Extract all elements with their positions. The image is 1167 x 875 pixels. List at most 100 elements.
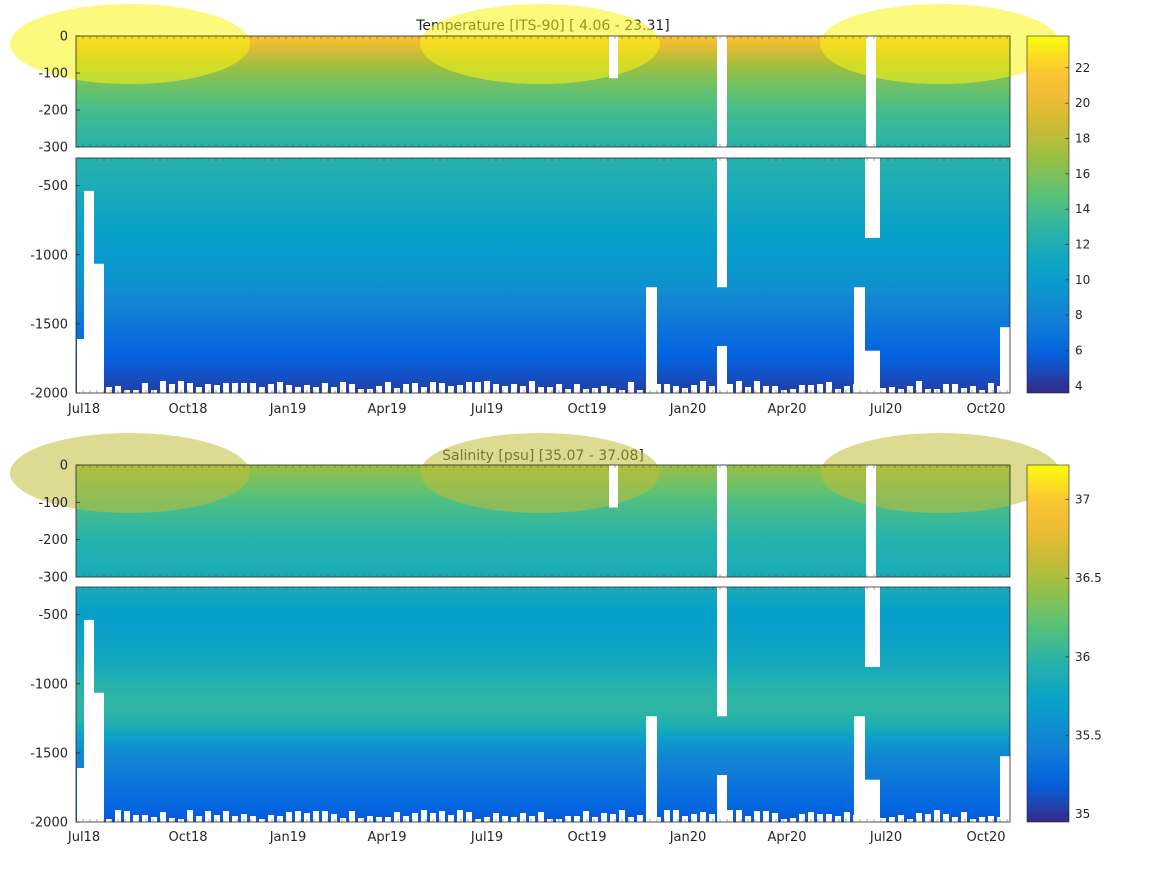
missing-data-cell [547, 819, 553, 822]
missing-data-cell [592, 817, 598, 822]
missing-data-cell [817, 814, 823, 822]
data-gap [84, 190, 94, 393]
missing-data-cell [763, 811, 769, 822]
missing-data-cell [457, 385, 463, 393]
missing-data-cell [151, 390, 157, 393]
missing-data-cell [529, 381, 535, 393]
missing-data-cell [943, 384, 949, 393]
missing-data-cell [898, 389, 904, 393]
missing-data-cell [628, 817, 634, 822]
missing-data-cell [880, 818, 886, 822]
seasonal-surface-maximum [820, 433, 1060, 513]
colorbar-tick-label: 4 [1075, 379, 1083, 393]
axes-frame [75, 464, 1011, 578]
seasonal-surface-maximum [420, 4, 660, 84]
missing-data-cell [772, 386, 778, 393]
missing-data-cell [889, 817, 895, 822]
x-tick-label: Jul20 [869, 830, 902, 845]
y-tick-label: -200 [38, 104, 68, 119]
missing-data-cell [304, 813, 310, 822]
missing-data-cell [349, 384, 355, 393]
missing-data-cell [574, 384, 580, 393]
missing-data-cell [124, 390, 130, 393]
missing-data-cell [313, 387, 319, 393]
y-tick-label: -300 [38, 141, 68, 156]
missing-data-cell [529, 816, 535, 822]
missing-data-cell [502, 386, 508, 393]
missing-data-cell [187, 383, 193, 393]
missing-data-cell [358, 389, 364, 393]
missing-data-cell [295, 387, 301, 393]
y-tick-label: -1000 [30, 677, 68, 692]
missing-data-cell [313, 811, 319, 822]
missing-data-cell [142, 383, 148, 393]
missing-data-cell [304, 385, 310, 393]
missing-data-cell [484, 817, 490, 822]
data-gap [646, 716, 657, 822]
colorbar-tick-label: 6 [1075, 344, 1083, 358]
missing-data-cell [988, 383, 994, 393]
missing-data-cell [610, 814, 616, 822]
missing-data-cell [502, 816, 508, 822]
missing-data-cell [628, 382, 634, 393]
missing-data-cell [961, 812, 967, 822]
missing-data-cell [133, 815, 139, 822]
seasonal-surface-maximum [420, 433, 660, 513]
missing-data-cell [178, 381, 184, 393]
colorbar-tick-label: 20 [1075, 96, 1090, 110]
missing-data-cell [466, 382, 472, 393]
data-gap [717, 465, 727, 577]
colorbar-tick-label: 10 [1075, 273, 1090, 287]
missing-data-cell [709, 386, 715, 393]
x-tick-label: Jul18 [67, 402, 100, 417]
data-gap [77, 338, 84, 393]
data-gap [865, 350, 880, 393]
data-gap [646, 287, 657, 393]
missing-data-cell [601, 386, 607, 393]
missing-data-cell [583, 811, 589, 822]
missing-data-cell [160, 812, 166, 822]
missing-data-cell [295, 811, 301, 822]
data-gap [717, 158, 727, 288]
missing-data-cell [655, 384, 661, 393]
missing-data-cell [952, 384, 958, 393]
missing-data-cell [619, 810, 625, 822]
missing-data-cell [331, 387, 337, 393]
missing-data-cell [709, 814, 715, 822]
missing-data-cell [961, 388, 967, 393]
missing-data-cell [790, 389, 796, 393]
y-tick-label: 0 [60, 459, 68, 474]
missing-data-cell [511, 817, 517, 822]
missing-data-cell [754, 381, 760, 393]
missing-data-cell [439, 383, 445, 393]
missing-data-cell [790, 818, 796, 822]
data-gap [84, 619, 94, 822]
missing-data-cell [826, 814, 832, 822]
data-gap [77, 767, 84, 822]
missing-data-cell [277, 382, 283, 393]
missing-data-cell [781, 390, 787, 393]
data-gap [1000, 756, 1010, 822]
missing-data-cell [394, 812, 400, 822]
missing-data-cell [241, 383, 247, 393]
x-tick-label: Oct19 [567, 402, 606, 417]
missing-data-cell [700, 381, 706, 393]
missing-data-cell [241, 814, 247, 822]
missing-data-cell [493, 813, 499, 822]
missing-data-cell [421, 387, 427, 393]
missing-data-cell [322, 811, 328, 822]
missing-data-cell [808, 385, 814, 393]
missing-data-cell [691, 385, 697, 393]
missing-data-cell [457, 810, 463, 822]
colorbar-tick-label: 35.5 [1075, 729, 1102, 743]
missing-data-cell [421, 810, 427, 822]
y-tick-label: -500 [38, 179, 68, 194]
missing-data-cell [988, 816, 994, 822]
y-tick-label: -1500 [30, 317, 68, 332]
missing-data-cell [475, 819, 481, 822]
x-tick-label: Apr20 [767, 402, 806, 417]
colorbar-tick-label: 35 [1075, 807, 1090, 821]
colorbar-tick-label: 16 [1075, 167, 1090, 181]
missing-data-cell [358, 818, 364, 822]
data-gap [865, 158, 880, 238]
